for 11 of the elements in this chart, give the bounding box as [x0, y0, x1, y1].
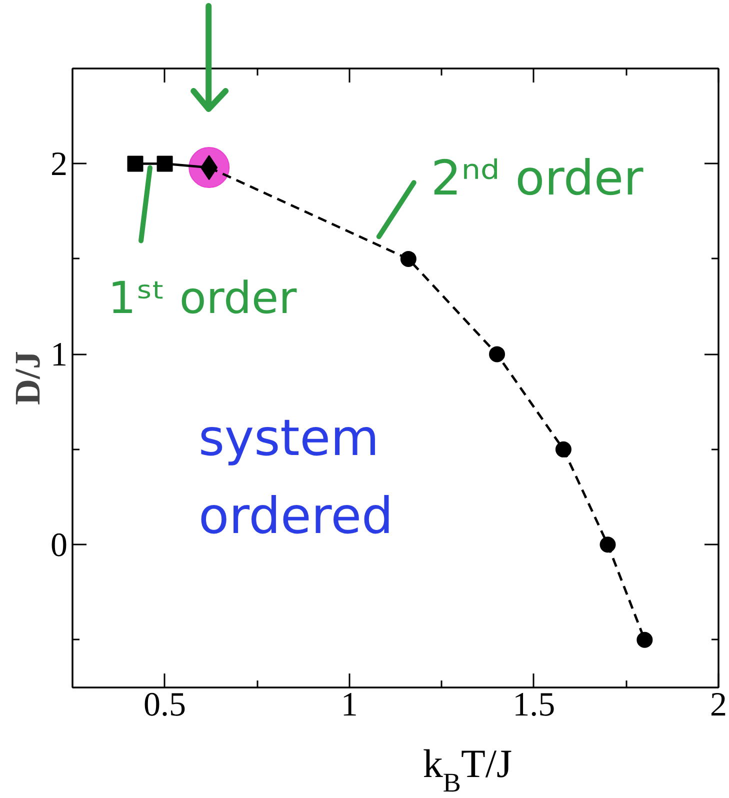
x-tick-label: 2: [710, 686, 727, 724]
x-tick-label: 1.5: [512, 686, 556, 724]
y-tick-label: 0: [50, 527, 68, 564]
y-tick-label: 1: [50, 336, 68, 374]
annotation: 2ⁿᵈ order: [430, 150, 644, 207]
x-tick-label: 0.5: [144, 686, 186, 724]
annotation: 1ˢᵗ order: [108, 273, 298, 324]
x-tick-label: 1: [340, 686, 358, 724]
y-tick-label: 2: [50, 146, 68, 184]
annotation: system ordered: [198, 408, 394, 546]
y-axis-title: D/J: [8, 351, 48, 405]
